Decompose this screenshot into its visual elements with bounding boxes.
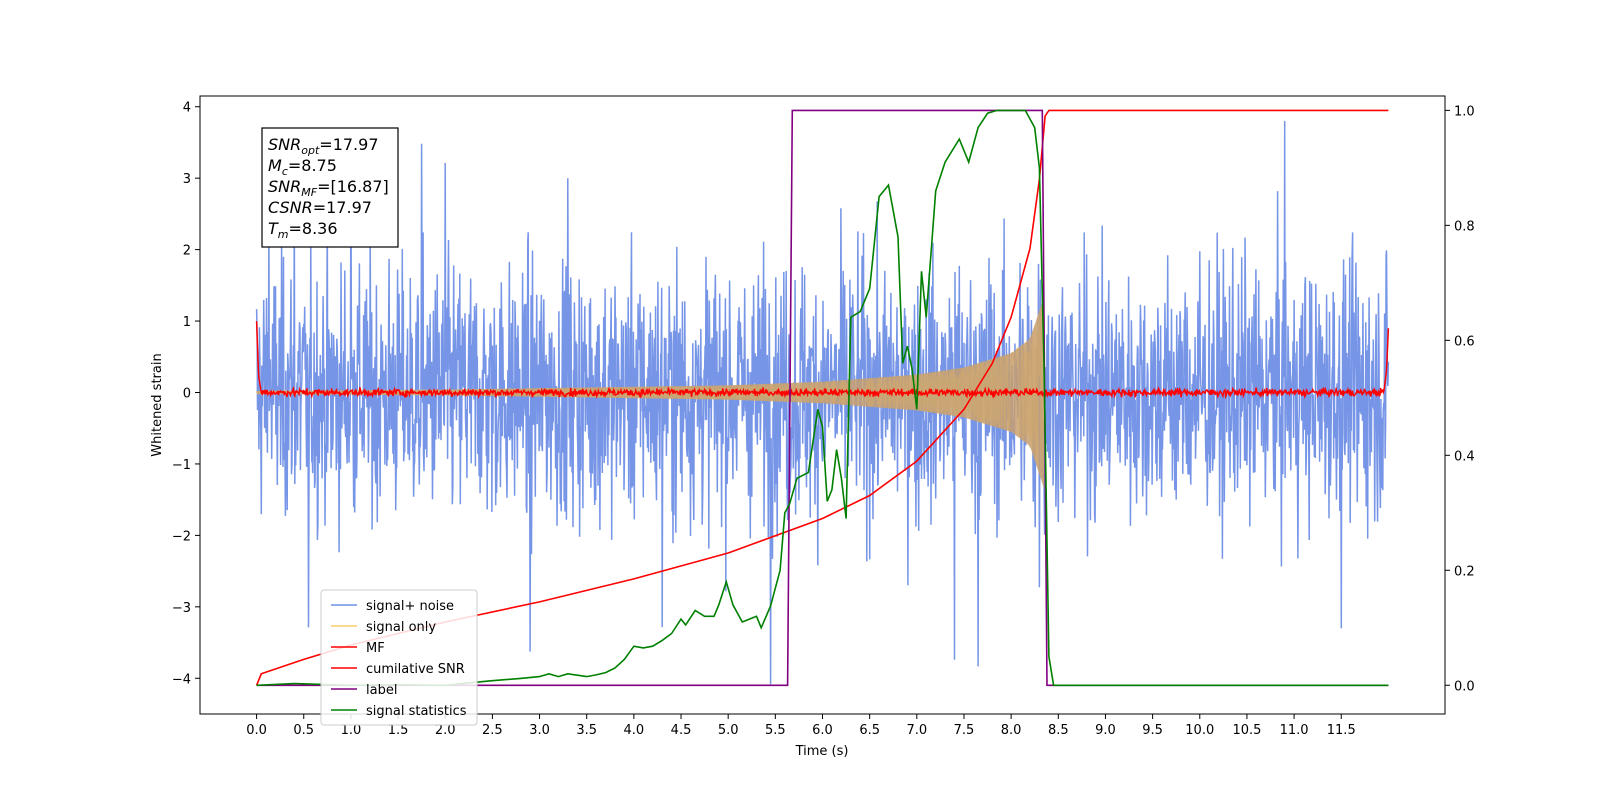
- stat-snr-mf: SNRMF=[16.87]: [268, 177, 389, 199]
- y-tick-label: −3: [172, 601, 191, 616]
- y-tick-label: −2: [172, 529, 191, 544]
- y-tick-label: 4: [183, 101, 191, 116]
- legend-signal-plus-noise-text: signal+ noise: [366, 599, 454, 614]
- y2-tick-label: 0.0: [1454, 679, 1475, 694]
- y-tick-label: 1: [183, 315, 191, 330]
- x-tick-label: 7.5: [954, 723, 975, 738]
- y2-tick-label: 1.0: [1454, 104, 1475, 119]
- x-tick-label: 11.0: [1280, 723, 1309, 738]
- x-tick-label: 1.5: [388, 723, 409, 738]
- legend-label-text: label: [366, 683, 397, 698]
- y2-tick-label: 0.6: [1454, 334, 1475, 349]
- y-tick-label: 2: [183, 244, 191, 259]
- series-signal-plus-noise: [255, 120, 1390, 685]
- stat-snr-opt: SNRopt=17.97: [268, 135, 379, 157]
- y-tick-label: −1: [172, 458, 191, 473]
- y-tick-label: −4: [172, 672, 191, 687]
- legend-entries: signal+ noise signal only MF cumilative SNR…: [331, 599, 467, 719]
- x-axis-label: Time (s): [795, 744, 849, 759]
- x-tick-label: 10.0: [1185, 723, 1214, 738]
- x-tick-label: 2.5: [482, 723, 503, 738]
- x-tick-label: 6.0: [812, 723, 833, 738]
- legend-frame: [320, 589, 478, 726]
- x-tick-label: 3.0: [529, 723, 550, 738]
- x-tick-label: 5.0: [718, 723, 739, 738]
- legend-mf-text: MF: [366, 641, 385, 656]
- stats-annotation-box: SNRopt=17.97 Mc=8.75 SNRMF=[16.87] CSNR=…: [261, 127, 399, 248]
- stat-tm: Tm=8.36: [268, 219, 338, 241]
- y-tick-label: 3: [183, 172, 191, 187]
- series-layer: [255, 109, 1390, 687]
- x-tick-label: 0.5: [293, 723, 314, 738]
- y-tick-label: 0: [183, 386, 191, 401]
- x-tick-label: 4.5: [671, 723, 692, 738]
- y-axis-label: Whitened strain: [150, 353, 165, 456]
- x-tick-label: 1.0: [341, 723, 362, 738]
- x-tick-label: 9.5: [1142, 723, 1163, 738]
- series-mf: [255, 321, 1390, 400]
- stats-box-frame: [261, 127, 399, 248]
- x-tick-label: 6.5: [859, 723, 880, 738]
- series-signal-statistics: [256, 109, 1389, 687]
- axes-layer: 0.0 0.5 1.0 1.5 2.0 2.5 3.0 3.5 4.0 4.5 5.0 5.5 6.0 6…: [172, 101, 1475, 738]
- stat-csnr: CSNR=17.97: [268, 198, 372, 217]
- x-tick-label: 0.0: [246, 723, 267, 738]
- x-tick-label: 4.0: [624, 723, 645, 738]
- x-tick-label: 5.5: [765, 723, 786, 738]
- x-tick-label: 10.5: [1232, 723, 1261, 738]
- x-tick-label: 7.0: [906, 723, 927, 738]
- y2-tick-label: 0.4: [1454, 449, 1475, 464]
- x-tick-label: 2.0: [435, 723, 456, 738]
- x-tick-label: 8.0: [1001, 723, 1022, 738]
- x-tick-label: 11.5: [1327, 723, 1356, 738]
- stat-mc: Mc=8.75: [268, 156, 337, 178]
- x-tick-label: 9.0: [1095, 723, 1116, 738]
- x-tick-label: 8.5: [1048, 723, 1069, 738]
- legend: signal+ noise signal only MF cumilative SNR…: [320, 589, 478, 726]
- y2-tick-label: 0.8: [1454, 219, 1475, 234]
- x-tick-label: 3.5: [576, 723, 597, 738]
- legend-signal-statistics-text: signal statistics: [366, 704, 467, 719]
- y2-tick-label: 0.2: [1454, 564, 1475, 579]
- legend-cumulative-snr-text: cumilative SNR: [366, 662, 465, 677]
- legend-signal-only-text: signal only: [366, 620, 436, 635]
